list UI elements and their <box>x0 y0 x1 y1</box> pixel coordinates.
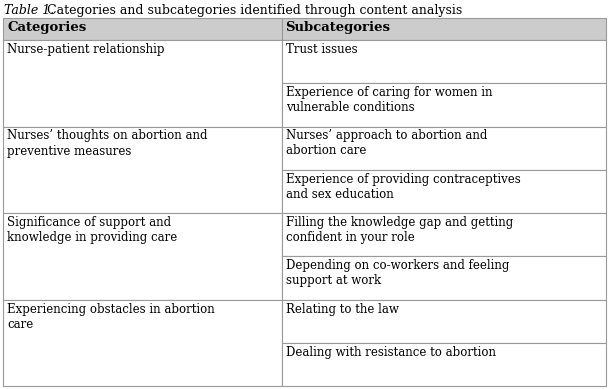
Bar <box>281 343 606 386</box>
Text: Significance of support and
knowledge in providing care: Significance of support and knowledge in… <box>7 216 177 244</box>
Bar <box>3 40 281 126</box>
Text: Dealing with resistance to abortion: Dealing with resistance to abortion <box>286 346 496 359</box>
Bar <box>281 213 606 256</box>
Text: Table 1.: Table 1. <box>4 4 54 17</box>
Bar <box>281 40 606 83</box>
Text: Categories: Categories <box>7 21 86 34</box>
Text: Relating to the law: Relating to the law <box>286 303 398 315</box>
Bar <box>3 213 281 300</box>
Text: Nurse-patient relationship: Nurse-patient relationship <box>7 43 164 56</box>
Bar <box>281 170 606 213</box>
Text: Experiencing obstacles in abortion
care: Experiencing obstacles in abortion care <box>7 303 215 331</box>
Bar <box>3 300 281 386</box>
Text: Experience of caring for women in
vulnerable conditions: Experience of caring for women in vulner… <box>286 86 492 114</box>
Bar <box>3 126 281 213</box>
Bar <box>281 126 606 170</box>
Text: Filling the knowledge gap and getting
confident in your role: Filling the knowledge gap and getting co… <box>286 216 513 244</box>
Text: Categories and subcategories identified through content analysis: Categories and subcategories identified … <box>43 4 462 17</box>
Bar <box>281 83 606 126</box>
Bar <box>281 256 606 300</box>
Bar <box>3 18 281 40</box>
Bar <box>281 300 606 343</box>
Text: Nurses’ thoughts on abortion and
preventive measures: Nurses’ thoughts on abortion and prevent… <box>7 130 208 158</box>
Text: Trust issues: Trust issues <box>286 43 357 56</box>
Bar <box>281 18 606 40</box>
Text: Experience of providing contraceptives
and sex education: Experience of providing contraceptives a… <box>286 173 520 201</box>
Text: Subcategories: Subcategories <box>286 21 390 34</box>
Text: Nurses’ approach to abortion and
abortion care: Nurses’ approach to abortion and abortio… <box>286 130 487 158</box>
Text: Depending on co-workers and feeling
support at work: Depending on co-workers and feeling supp… <box>286 259 509 287</box>
